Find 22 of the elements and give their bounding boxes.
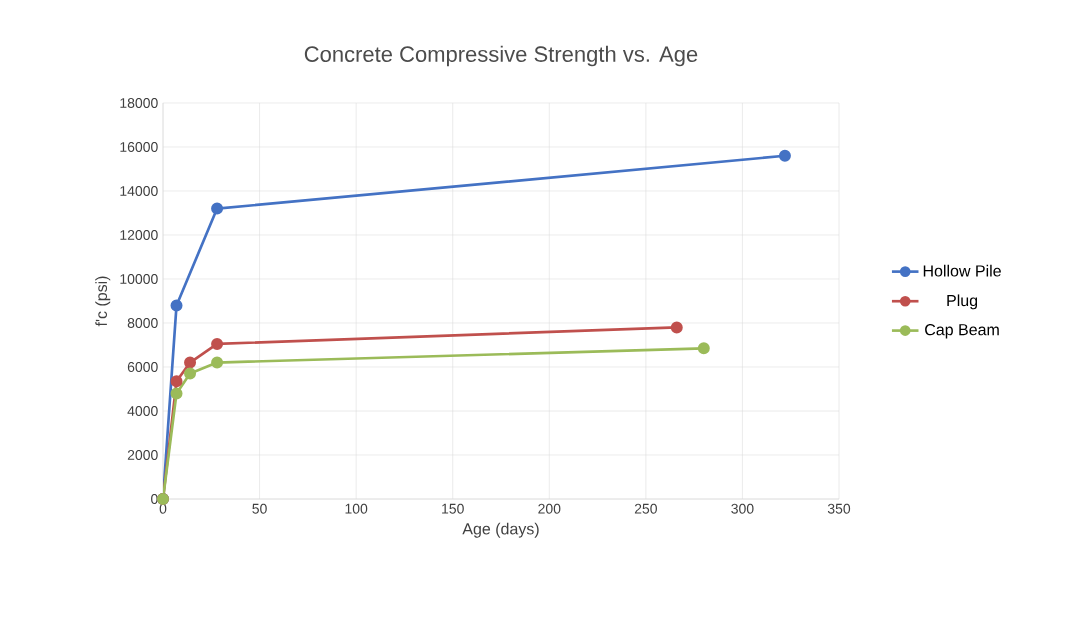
x-tick-label: 300 [731, 503, 754, 514]
y-tick-label: 10000 [120, 274, 158, 284]
y-tick-label: 8000 [127, 318, 158, 328]
y-tick-label: 14000 [120, 186, 158, 196]
y-tick-label: 2000 [127, 450, 158, 460]
chart-title: Concrete Compressive Strength vs. Age [304, 45, 698, 67]
legend-label: Plug [947, 294, 978, 310]
legend-label: Hollow Pile [923, 264, 1001, 277]
x-axis-title: Age (days) [462, 522, 539, 538]
x-tick-label: 100 [345, 503, 368, 514]
y-tick-label: 16000 [120, 142, 158, 152]
y-tick-label: 18000 [120, 98, 158, 108]
y-tick-label: 12000 [120, 230, 158, 240]
y-tick-label: 4000 [127, 406, 158, 416]
y-tick-label: 6000 [127, 362, 158, 372]
x-tick-label: 150 [442, 503, 464, 514]
x-tick-label: 350 [827, 503, 851, 514]
x-tick-label: 250 [634, 503, 657, 514]
x-tick-label: 200 [538, 503, 561, 514]
x-tick-label: 50 [252, 503, 267, 514]
legend-label: Cap Beam [925, 324, 999, 339]
y-axis-title: f'c (psi) [95, 276, 111, 327]
